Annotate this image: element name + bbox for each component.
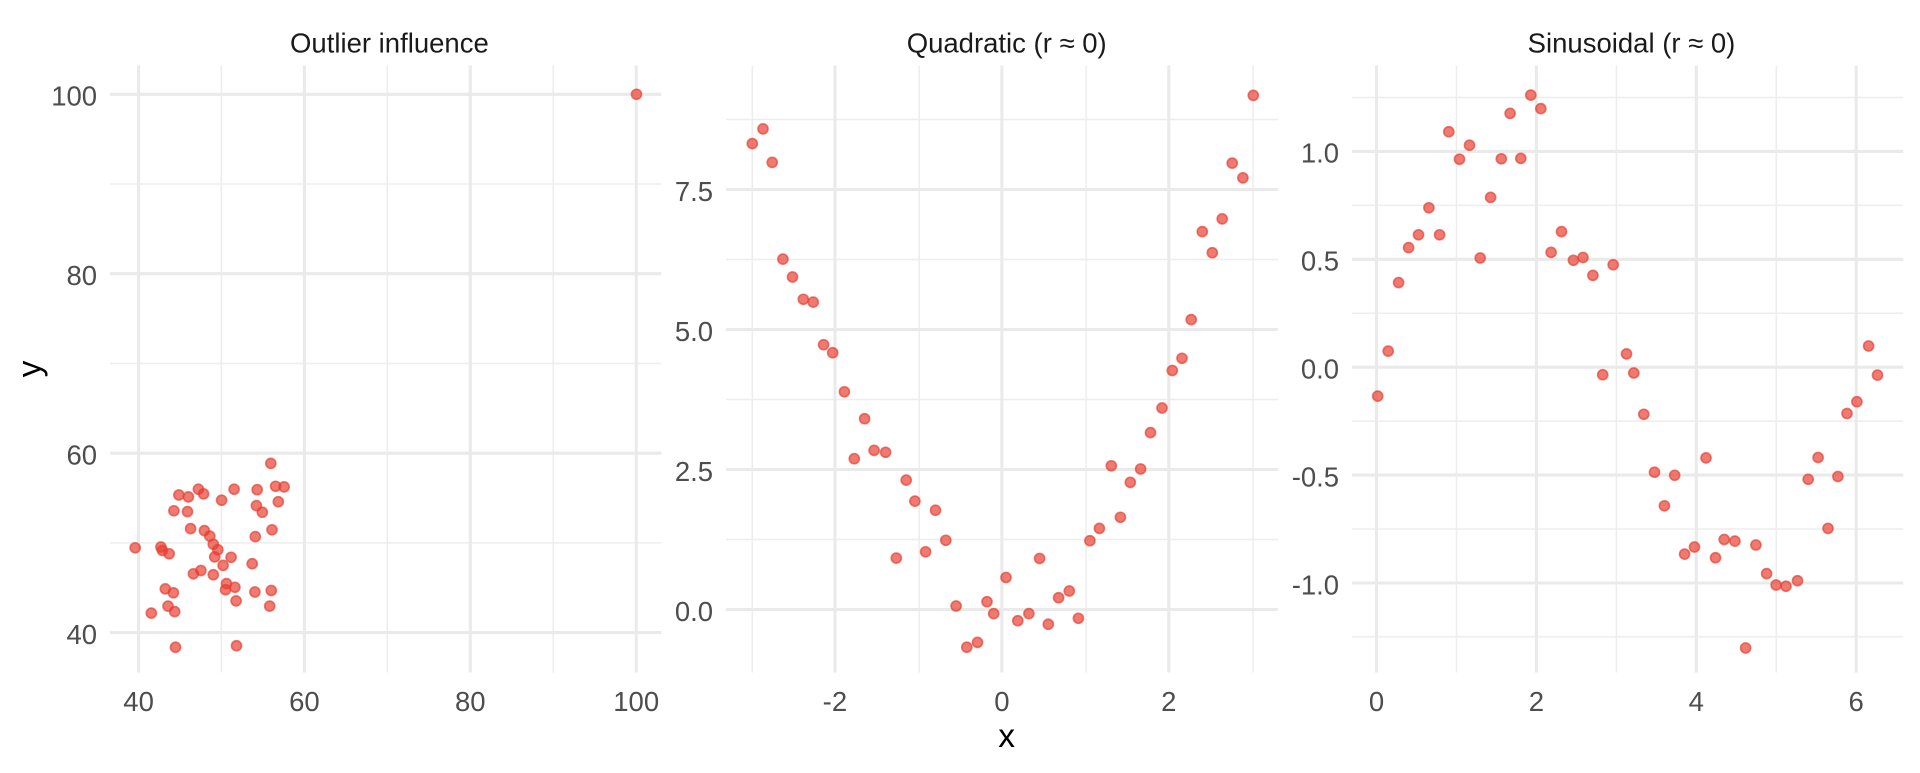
- svg-text:0.0: 0.0: [675, 596, 713, 627]
- svg-text:40: 40: [67, 619, 98, 650]
- svg-text:5.0: 5.0: [675, 316, 713, 347]
- svg-text:2: 2: [1529, 686, 1544, 717]
- svg-text:0: 0: [1369, 686, 1384, 717]
- svg-text:y: y: [12, 360, 49, 377]
- svg-text:2: 2: [1161, 686, 1176, 717]
- svg-text:40: 40: [123, 686, 154, 717]
- svg-text:100: 100: [51, 81, 97, 112]
- svg-text:Outlier influence: Outlier influence: [290, 27, 489, 58]
- svg-text:6: 6: [1849, 686, 1864, 717]
- svg-text:1.0: 1.0: [1301, 138, 1339, 169]
- svg-text:60: 60: [289, 686, 320, 717]
- svg-text:x: x: [998, 718, 1015, 755]
- svg-text:0: 0: [994, 686, 1009, 717]
- svg-text:4: 4: [1689, 686, 1704, 717]
- svg-text:-0.5: -0.5: [1292, 461, 1339, 492]
- svg-text:Sinusoidal (r ≈ 0): Sinusoidal (r ≈ 0): [1528, 27, 1736, 58]
- svg-text:80: 80: [455, 686, 486, 717]
- svg-text:100: 100: [613, 686, 659, 717]
- svg-text:-1.0: -1.0: [1292, 569, 1339, 600]
- svg-text:60: 60: [67, 440, 98, 471]
- svg-text:0.0: 0.0: [1301, 354, 1339, 385]
- svg-text:-2: -2: [823, 686, 847, 717]
- svg-text:7.5: 7.5: [675, 176, 713, 207]
- svg-text:80: 80: [67, 260, 98, 291]
- svg-text:0.5: 0.5: [1301, 246, 1339, 277]
- svg-text:Quadratic (r ≈ 0): Quadratic (r ≈ 0): [907, 27, 1107, 58]
- svg-text:2.5: 2.5: [675, 456, 713, 487]
